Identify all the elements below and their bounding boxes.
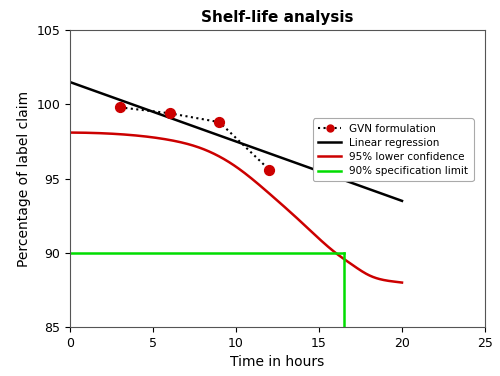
Point: [216, 119, 224, 125]
Legend: GVN formulation, Linear regression, 95% lower confidence, 90% specification limi: GVN formulation, Linear regression, 95% …: [313, 118, 474, 181]
Point: [265, 167, 273, 173]
Y-axis label: Percentage of label claim: Percentage of label claim: [17, 91, 31, 267]
Point: [116, 104, 124, 110]
X-axis label: Time in hours: Time in hours: [230, 355, 324, 369]
Title: Shelf-life analysis: Shelf-life analysis: [201, 10, 354, 25]
Point: [166, 110, 173, 116]
